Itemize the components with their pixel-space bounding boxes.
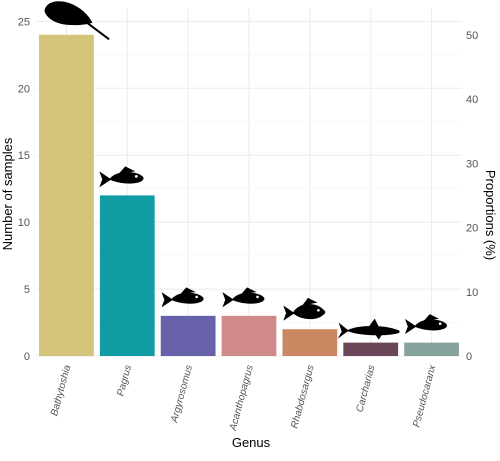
bar-argyrosomus bbox=[160, 315, 216, 356]
y-tick-label: 20 bbox=[18, 83, 30, 95]
y-tick-label: 15 bbox=[18, 150, 30, 162]
x-axis-ticks: Bathytoshia Pagrus Argyrosomus Acanthopagru… bbox=[49, 363, 439, 433]
y-axis-title: Number of samples bbox=[0, 137, 15, 250]
x-axis-title: Genus bbox=[232, 435, 271, 450]
y2-tick-label: 20 bbox=[466, 223, 478, 235]
x-tick-label: Bathytoshia bbox=[49, 364, 73, 418]
bar-acanthopagrus bbox=[221, 315, 277, 356]
y-tick-label: 0 bbox=[24, 351, 30, 363]
bar-bathytoshia bbox=[39, 34, 94, 357]
fish-icon bbox=[161, 287, 204, 308]
shark-icon bbox=[337, 318, 400, 340]
bar-pseudocaranx bbox=[404, 342, 459, 356]
x-tick-label: Argyrosomus bbox=[169, 364, 195, 425]
y-tick-label: 10 bbox=[18, 217, 30, 229]
y2-tick-label: 30 bbox=[466, 158, 478, 170]
y-axis-ticks: 0 5 10 15 20 25 bbox=[18, 16, 30, 363]
y2-axis-title: Proportions (%) bbox=[483, 170, 498, 260]
y2-tick-label: 40 bbox=[466, 94, 478, 106]
x-tick-label: Pseudocaranx bbox=[411, 363, 438, 429]
bar-rhabdosargus bbox=[282, 329, 338, 356]
x-tick-label: Acanthopagrus bbox=[228, 364, 256, 433]
x-tick-label: Carcharias bbox=[354, 364, 377, 414]
fish-icon bbox=[404, 314, 448, 335]
x-tick-label: Rhabdosargus bbox=[289, 364, 316, 430]
y2-tick-label: 50 bbox=[466, 30, 478, 42]
bar-pagrus bbox=[99, 195, 155, 356]
y-tick-label: 5 bbox=[24, 284, 30, 296]
bars bbox=[39, 34, 459, 357]
x-tick-label: Pagrus bbox=[115, 364, 134, 397]
y2-tick-label: 10 bbox=[466, 287, 478, 299]
fish-icon bbox=[222, 287, 265, 308]
bar-carcharias bbox=[343, 342, 399, 356]
fish-icon bbox=[99, 166, 144, 188]
y2-tick-label: 0 bbox=[466, 351, 472, 363]
stingray-icon bbox=[44, 1, 110, 40]
y-tick-label: 25 bbox=[18, 16, 30, 28]
y2-axis-ticks: 0 10 20 30 40 50 bbox=[466, 30, 478, 363]
fish-icon bbox=[283, 297, 326, 321]
silhouettes bbox=[44, 1, 448, 340]
